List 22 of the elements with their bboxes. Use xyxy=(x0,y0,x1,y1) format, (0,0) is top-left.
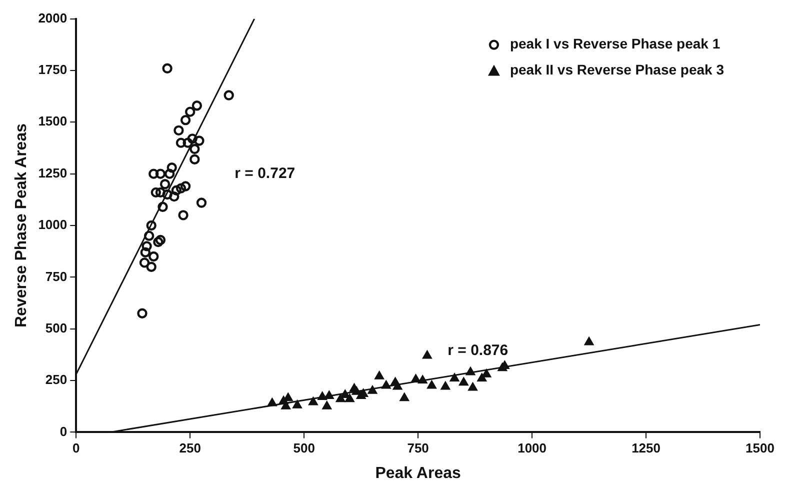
y-tick-label: 1250 xyxy=(38,165,68,180)
legend-label: peak I vs Reverse Phase peak 1 xyxy=(510,36,720,52)
y-tick-label: 250 xyxy=(45,372,68,388)
x-tick-label: 750 xyxy=(407,440,429,456)
x-tick-label: 1500 xyxy=(746,440,774,456)
x-tick-label: 1000 xyxy=(518,440,546,456)
y-tick-label: 500 xyxy=(45,320,68,336)
x-tick-label: 250 xyxy=(179,440,201,456)
y-tick-label: 0 xyxy=(60,424,68,439)
x-tick-label: 1250 xyxy=(632,440,660,456)
y-tick-label: 1750 xyxy=(38,62,68,78)
x-axis-title: Peak Areas xyxy=(375,464,462,482)
y-tick-label: 750 xyxy=(45,268,68,284)
annotation: r = 0.727 xyxy=(234,164,296,182)
annotation: r = 0.876 xyxy=(448,342,508,360)
x-tick-label: 500 xyxy=(293,440,315,456)
y-tick-label: 1500 xyxy=(38,114,68,129)
y-axis-title: Reverse Phase Peak Areas xyxy=(13,123,30,328)
y-tick-label: 1000 xyxy=(38,217,68,232)
legend-label: peak II vs Reverse Phase peak 3 xyxy=(510,62,724,78)
y-tick-label: 2000 xyxy=(38,10,68,26)
x-tick-label: 0 xyxy=(72,440,80,456)
